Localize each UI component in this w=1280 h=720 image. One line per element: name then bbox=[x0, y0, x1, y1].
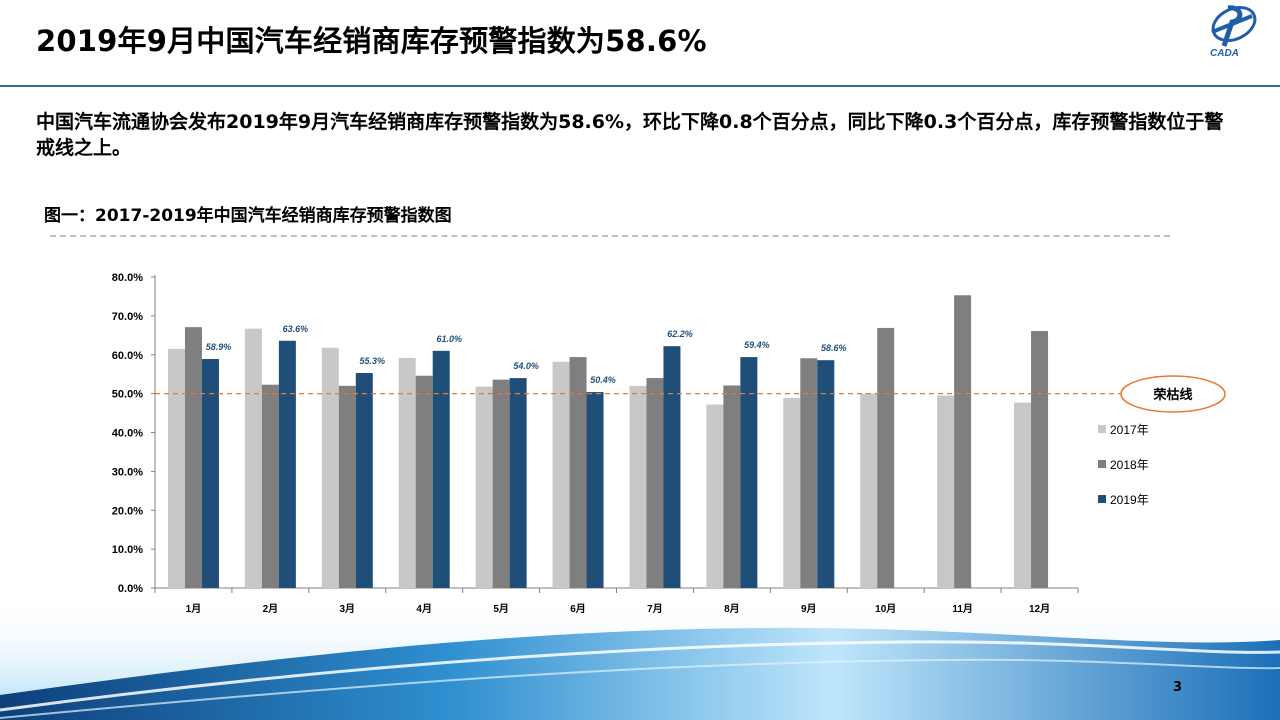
x-tick-label: 5月 bbox=[493, 603, 509, 615]
y-tick-label: 60.0% bbox=[112, 350, 143, 362]
data-label: 63.6% bbox=[283, 324, 309, 334]
bar-2019年 bbox=[201, 359, 219, 588]
bar-2017年 bbox=[706, 404, 724, 588]
data-label: 58.6% bbox=[821, 343, 847, 353]
x-tick-label: 9月 bbox=[801, 603, 817, 615]
bar-2017年 bbox=[860, 393, 878, 588]
legend-swatch bbox=[1098, 495, 1106, 503]
x-tick-label: 1月 bbox=[186, 603, 202, 615]
x-tick-label: 11月 bbox=[952, 603, 973, 615]
legend-swatch bbox=[1098, 425, 1106, 433]
logo-text: CADA bbox=[1210, 48, 1239, 59]
bar-2018年 bbox=[723, 385, 741, 588]
bar-2019年 bbox=[740, 357, 758, 588]
y-tick-label: 40.0% bbox=[112, 428, 143, 440]
cada-logo: CADA bbox=[1210, 5, 1257, 59]
data-label: 62.2% bbox=[667, 329, 693, 339]
data-label: 58.9% bbox=[206, 342, 232, 352]
bar-2017年 bbox=[1014, 402, 1032, 588]
decorative-wave bbox=[0, 600, 1280, 720]
data-label: 59.4% bbox=[744, 340, 770, 350]
x-tick-label: 6月 bbox=[570, 603, 586, 615]
legend-label: 2018年 bbox=[1110, 458, 1149, 472]
y-tick-label: 10.0% bbox=[112, 544, 143, 556]
bar-2019年 bbox=[278, 340, 296, 588]
bar-2018年 bbox=[877, 327, 895, 588]
y-tick-label: 20.0% bbox=[112, 505, 143, 517]
bar-2018年 bbox=[261, 384, 279, 588]
bar-2018年 bbox=[1031, 331, 1049, 588]
y-tick-label: 80.0% bbox=[112, 272, 143, 284]
x-tick-label: 7月 bbox=[647, 603, 663, 615]
bar-2019年 bbox=[432, 350, 450, 588]
bar-2018年 bbox=[646, 378, 664, 588]
x-tick-label: 4月 bbox=[416, 603, 432, 615]
bar-2018年 bbox=[954, 295, 972, 588]
bar-2017年 bbox=[244, 328, 262, 588]
bar-2019年 bbox=[586, 392, 604, 588]
bar-2019年 bbox=[509, 378, 527, 588]
y-tick-label: 50.0% bbox=[112, 389, 143, 401]
legend-swatch bbox=[1098, 460, 1106, 468]
bar-2019年 bbox=[663, 346, 681, 588]
slide-title: 2019年9月中国汽车经销商库存预警指数为58.6% bbox=[36, 24, 707, 58]
page-number: 3 bbox=[1173, 680, 1183, 695]
y-tick-label: 30.0% bbox=[112, 466, 143, 478]
bar-2019年 bbox=[817, 360, 835, 588]
figure-divider bbox=[50, 235, 1170, 237]
intro-paragraph: 中国汽车流通协会发布2019年9月汽车经销商库存预警指数为58.6%，环比下降0… bbox=[36, 111, 1224, 159]
data-label: 61.0% bbox=[436, 334, 462, 344]
data-label: 50.4% bbox=[590, 375, 616, 385]
bar-2017年 bbox=[398, 357, 416, 588]
reference-line-label: 荣枯线 bbox=[1152, 387, 1192, 402]
y-tick-label: 70.0% bbox=[112, 311, 143, 323]
x-tick-label: 12月 bbox=[1029, 603, 1050, 615]
bar-2017年 bbox=[552, 361, 570, 588]
legend-label: 2017年 bbox=[1110, 423, 1149, 437]
bar-2017年 bbox=[167, 348, 185, 588]
x-tick-label: 2月 bbox=[263, 603, 279, 615]
reference-line-callout bbox=[1120, 375, 1226, 413]
data-label: 54.0% bbox=[513, 361, 539, 371]
bar-2018年 bbox=[338, 385, 356, 588]
x-tick-label: 3月 bbox=[340, 603, 356, 615]
legend-label: 2019年 bbox=[1110, 493, 1149, 507]
bar-2018年 bbox=[415, 375, 433, 588]
x-tick-label: 10月 bbox=[875, 603, 896, 615]
data-label: 55.3% bbox=[360, 356, 386, 366]
bar-2017年 bbox=[475, 386, 493, 588]
y-tick-label: 0.0% bbox=[118, 583, 143, 595]
bar-2017年 bbox=[937, 395, 955, 588]
bar-2018年 bbox=[800, 358, 818, 588]
bar-2018年 bbox=[492, 379, 510, 588]
bar-2017年 bbox=[321, 347, 339, 588]
bar-2019年 bbox=[355, 373, 373, 588]
bar-2018年 bbox=[569, 357, 587, 588]
figure-title: 图一：2017-2019年中国汽车经销商库存预警指数图 bbox=[44, 206, 452, 226]
bar-2017年 bbox=[783, 397, 801, 588]
header-rule bbox=[0, 85, 1280, 87]
bar-2017年 bbox=[629, 385, 647, 588]
x-tick-label: 8月 bbox=[724, 603, 740, 615]
bar-2018年 bbox=[184, 327, 202, 588]
